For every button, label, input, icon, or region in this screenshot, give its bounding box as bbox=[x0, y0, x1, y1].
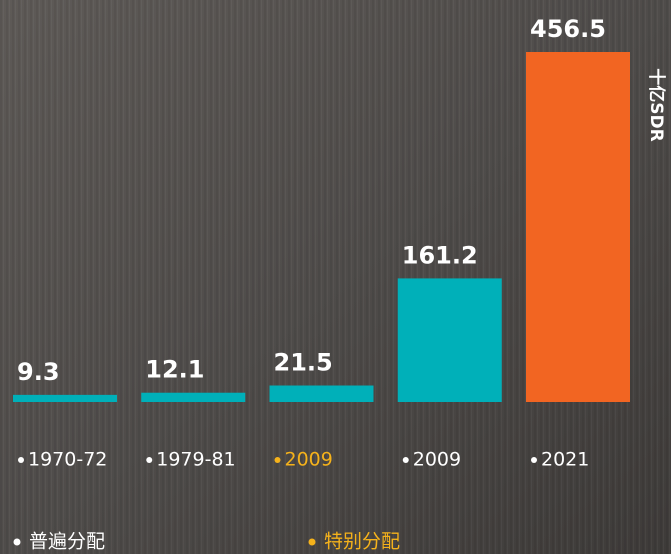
bullet bbox=[275, 457, 281, 463]
bullet bbox=[403, 457, 409, 463]
value-label: 456.5 bbox=[530, 15, 606, 43]
x-tick-label: 2009 bbox=[285, 449, 333, 471]
legend-label: 特别分配 bbox=[324, 531, 400, 553]
x-tick-label: 2021 bbox=[541, 449, 589, 471]
bullet bbox=[18, 457, 24, 463]
x-tick-label: 2009 bbox=[413, 449, 461, 471]
bullet bbox=[146, 457, 152, 463]
bar bbox=[526, 52, 630, 402]
x-tick-label: 1979-81 bbox=[156, 449, 235, 471]
bullet bbox=[531, 457, 537, 463]
bar bbox=[13, 395, 117, 402]
value-label: 9.3 bbox=[17, 358, 60, 386]
y-axis-label: 十亿SDR bbox=[646, 68, 667, 141]
legend-bullet bbox=[14, 539, 21, 546]
legend-bullet bbox=[309, 539, 316, 546]
chart: 十亿SDR 9.3 1970-72 12.1 1979-81 21.5 2009 161.2… bbox=[0, 0, 671, 554]
x-tick-label: 1970-72 bbox=[28, 449, 107, 471]
bar bbox=[398, 278, 502, 402]
value-label: 21.5 bbox=[274, 349, 333, 377]
value-label: 12.1 bbox=[145, 356, 204, 384]
bar bbox=[141, 393, 245, 402]
legend-label: 普遍分配 bbox=[29, 531, 105, 553]
bar bbox=[270, 386, 374, 402]
value-label: 161.2 bbox=[402, 241, 478, 269]
